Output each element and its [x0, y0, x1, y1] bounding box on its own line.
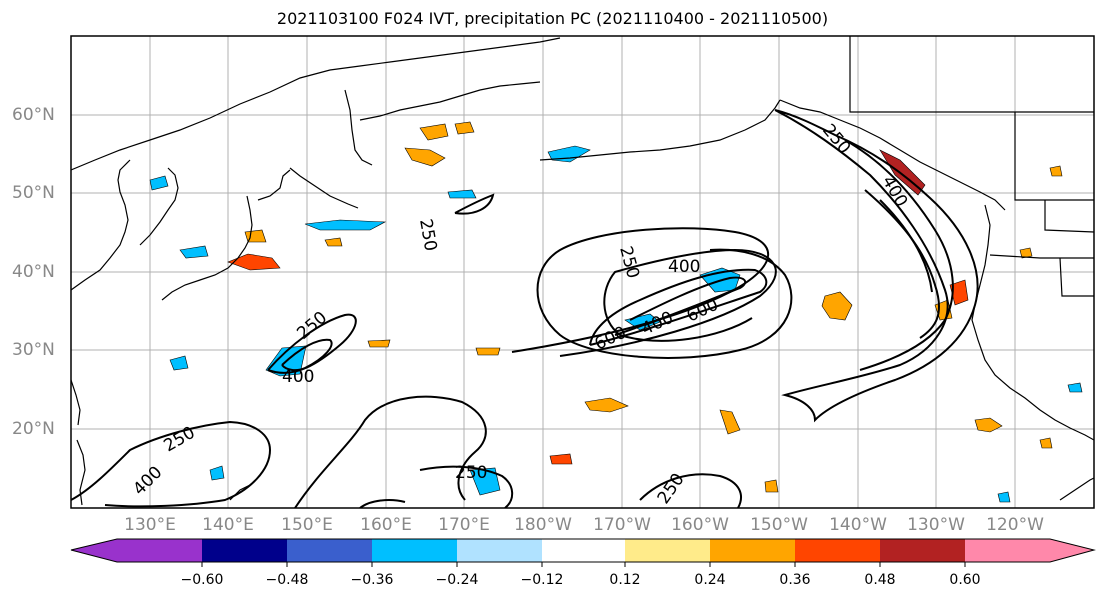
coastlines [71, 36, 1094, 506]
ivt-contours [71, 109, 979, 508]
colorbar-tick-label: 0.60 [949, 572, 981, 588]
map-title: 2021103100 F024 IVT, precipitation PC (2… [276, 9, 829, 28]
map-frame [70, 35, 1095, 509]
colorbar-swatch [965, 539, 1050, 562]
lat-label: 40°N [12, 262, 55, 282]
lon-label: 160°W [671, 515, 729, 535]
lon-label: 140°E [202, 515, 254, 535]
colorbar-tick-label: 0.36 [779, 572, 811, 588]
colorbar-outline [70, 538, 1096, 563]
colorbar-tick-label: 0.48 [864, 572, 896, 588]
colorbar-tick-label: −0.60 [180, 572, 224, 588]
colorbar-swatch [117, 539, 202, 562]
colorbar-tick-label: 0.12 [609, 572, 641, 588]
lon-label: 180°W [514, 515, 572, 535]
colorbar-swatch [457, 539, 542, 562]
lon-label: 130°W [907, 515, 965, 535]
colorbar-ticks [201, 562, 966, 567]
colorbar-extend-high [1050, 539, 1094, 562]
colorbar-tick-label: −0.48 [265, 572, 309, 588]
lat-label: 20°N [12, 419, 55, 439]
colorbar-tick-label: −0.24 [435, 572, 479, 588]
lon-label: 150°E [281, 515, 333, 535]
lon-label: 160°E [360, 515, 412, 535]
contour-label: 400 [668, 257, 700, 277]
colorbar-swatch [710, 539, 795, 562]
colorbar-extend-low [71, 539, 117, 562]
lat-label: 50°N [12, 183, 55, 203]
lon-label: 170°E [438, 515, 490, 535]
contour-label: 250 [455, 463, 487, 483]
colorbar-tick-label: −0.12 [520, 572, 564, 588]
lat-label: 60°N [12, 105, 55, 125]
colorbar-swatch [542, 539, 625, 562]
lon-label: 170°W [593, 515, 651, 535]
colorbar-tick-label: 0.24 [694, 572, 726, 588]
colorbar-swatch [880, 539, 965, 562]
contour-label: 400 [282, 367, 314, 387]
colorbar [70, 538, 1096, 567]
colorbar-swatch [372, 539, 457, 562]
lon-label: 150°W [750, 515, 808, 535]
lon-label: 120°W [986, 515, 1044, 535]
colorbar-tick-label: −0.36 [350, 572, 394, 588]
lon-label: 130°E [124, 515, 176, 535]
colorbar-swatch [625, 539, 710, 562]
colorbar-swatch [795, 539, 880, 562]
lat-label: 30°N [12, 340, 55, 360]
precip-patches [149, 121, 1083, 503]
colorbar-swatch [202, 539, 287, 562]
gridlines [71, 36, 1094, 508]
lon-label: 140°W [829, 515, 887, 535]
colorbar-swatch [287, 539, 372, 562]
